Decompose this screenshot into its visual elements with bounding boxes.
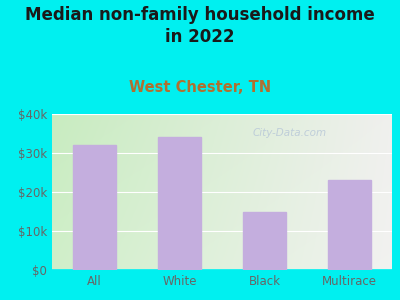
Bar	[243, 212, 286, 270]
Bar	[158, 137, 201, 270]
Text: West Chester, TN: West Chester, TN	[129, 80, 271, 94]
Text: City-Data.com: City-Data.com	[253, 128, 327, 138]
Text: Median non-family household income
in 2022: Median non-family household income in 20…	[25, 6, 375, 46]
Bar	[328, 180, 371, 270]
Bar	[73, 145, 116, 270]
